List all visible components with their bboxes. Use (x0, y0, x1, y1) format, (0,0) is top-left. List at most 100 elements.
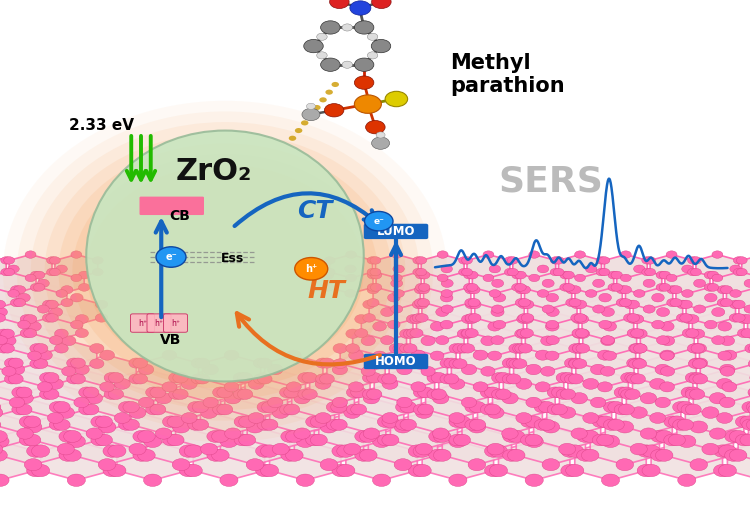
Circle shape (129, 374, 144, 384)
Circle shape (43, 300, 55, 309)
Text: Methyl
parathion: Methyl parathion (450, 53, 565, 96)
Circle shape (38, 279, 50, 287)
Circle shape (169, 373, 184, 383)
Circle shape (575, 329, 589, 337)
Circle shape (619, 404, 634, 415)
Circle shape (631, 314, 644, 324)
Circle shape (67, 374, 82, 384)
FancyArrowPatch shape (237, 313, 380, 365)
Circle shape (449, 416, 466, 428)
Circle shape (137, 449, 155, 461)
Circle shape (104, 389, 119, 399)
Circle shape (509, 359, 523, 369)
Circle shape (645, 268, 656, 276)
Polygon shape (665, 269, 710, 293)
Polygon shape (265, 355, 323, 387)
Circle shape (211, 449, 230, 461)
Circle shape (656, 336, 670, 345)
Circle shape (710, 428, 726, 439)
Circle shape (44, 389, 59, 399)
Circle shape (0, 443, 3, 455)
Circle shape (59, 449, 76, 461)
Circle shape (410, 314, 423, 324)
Circle shape (470, 401, 486, 413)
Circle shape (742, 401, 750, 413)
Circle shape (24, 459, 42, 471)
Polygon shape (181, 370, 241, 402)
Polygon shape (467, 254, 510, 278)
Circle shape (652, 293, 664, 302)
Circle shape (431, 373, 446, 383)
Circle shape (393, 265, 404, 273)
Circle shape (429, 431, 446, 442)
Text: ZrO₂: ZrO₂ (176, 157, 252, 186)
Circle shape (8, 374, 23, 384)
Circle shape (627, 314, 640, 324)
Circle shape (691, 268, 701, 276)
Circle shape (581, 431, 599, 442)
Circle shape (294, 393, 310, 404)
Circle shape (16, 428, 33, 439)
Circle shape (246, 459, 264, 471)
Circle shape (38, 350, 52, 360)
Polygon shape (340, 341, 396, 371)
Circle shape (418, 298, 430, 307)
Circle shape (10, 286, 22, 294)
Circle shape (203, 397, 218, 408)
Circle shape (720, 367, 734, 376)
Polygon shape (728, 441, 750, 480)
Circle shape (736, 268, 747, 276)
Polygon shape (425, 384, 488, 418)
Circle shape (70, 358, 86, 368)
Circle shape (368, 52, 378, 59)
Circle shape (30, 344, 44, 353)
Circle shape (487, 443, 504, 455)
Circle shape (372, 0, 392, 9)
Circle shape (361, 367, 375, 376)
Circle shape (566, 464, 584, 477)
Circle shape (301, 120, 308, 125)
Polygon shape (352, 327, 407, 356)
Circle shape (551, 404, 567, 415)
Circle shape (257, 419, 274, 431)
Circle shape (441, 279, 453, 287)
Circle shape (631, 358, 646, 368)
Polygon shape (640, 327, 694, 356)
Circle shape (427, 389, 442, 399)
Circle shape (518, 329, 532, 338)
Circle shape (268, 397, 283, 408)
Circle shape (461, 397, 477, 408)
FancyBboxPatch shape (140, 197, 204, 215)
Circle shape (670, 298, 682, 307)
Polygon shape (310, 370, 370, 402)
Circle shape (1, 329, 14, 338)
Circle shape (314, 105, 321, 110)
Polygon shape (626, 283, 673, 309)
Circle shape (416, 271, 427, 279)
Circle shape (466, 284, 478, 291)
Circle shape (688, 344, 703, 353)
Circle shape (713, 464, 731, 477)
Circle shape (745, 344, 750, 353)
Circle shape (373, 435, 391, 447)
Circle shape (666, 251, 677, 258)
Polygon shape (574, 441, 646, 480)
Circle shape (536, 350, 550, 360)
Circle shape (25, 251, 36, 258)
Circle shape (630, 443, 647, 455)
Circle shape (542, 305, 554, 313)
Circle shape (382, 413, 398, 423)
Circle shape (521, 313, 534, 322)
Polygon shape (346, 441, 417, 480)
Circle shape (307, 113, 314, 118)
Circle shape (326, 401, 343, 413)
Circle shape (466, 271, 478, 279)
Circle shape (324, 257, 335, 264)
Circle shape (518, 286, 530, 294)
Circle shape (167, 416, 184, 428)
Circle shape (320, 421, 338, 433)
Ellipse shape (58, 143, 392, 399)
Circle shape (686, 387, 701, 398)
Circle shape (306, 434, 322, 446)
Circle shape (0, 435, 9, 447)
